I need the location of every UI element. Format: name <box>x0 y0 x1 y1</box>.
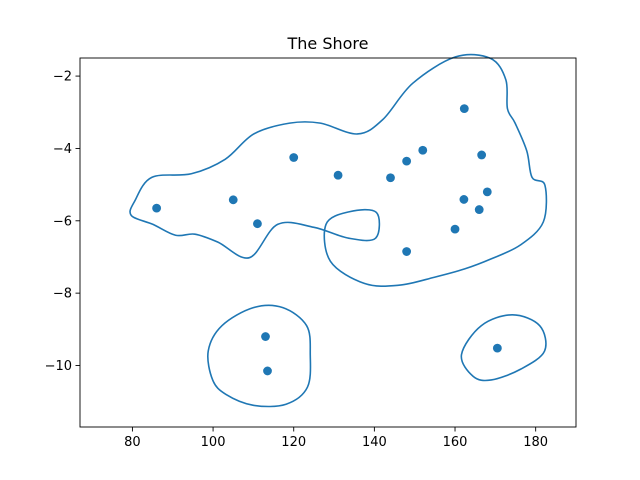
plot-frame <box>79 57 577 428</box>
y-tick-label: −8 <box>53 287 72 302</box>
contour-line-1 <box>129 53 548 287</box>
data-point-16 <box>261 332 270 341</box>
data-point-18 <box>492 343 502 353</box>
x-tick-label: 180 <box>523 435 548 450</box>
y-tick-label: −2 <box>53 70 72 85</box>
y-tick-label: −6 <box>53 214 72 229</box>
x-tick-label: 100 <box>201 435 226 450</box>
y-tick-label: −4 <box>53 142 72 157</box>
data-point-2 <box>228 195 238 205</box>
data-point-5 <box>333 170 343 180</box>
contour-line-3 <box>460 314 547 382</box>
data-point-3 <box>253 219 262 229</box>
data-point-11 <box>482 187 492 197</box>
data-point-14 <box>450 224 460 234</box>
contour-line-2 <box>207 304 312 408</box>
data-point-13 <box>474 205 484 214</box>
data-point-15 <box>402 247 412 256</box>
data-point-10 <box>477 150 487 160</box>
x-tick-label: 140 <box>362 435 387 450</box>
x-tick-label: 80 <box>124 435 141 450</box>
data-point-8 <box>418 145 428 155</box>
contour-layer <box>129 53 548 408</box>
data-point-6 <box>386 173 395 183</box>
chart-title: The Shore <box>287 34 369 53</box>
point-layer <box>152 104 502 376</box>
x-tick-label: 160 <box>443 435 468 450</box>
y-tick-label: −10 <box>45 359 72 374</box>
x-tick-label: 120 <box>281 435 306 450</box>
data-point-9 <box>459 104 469 114</box>
data-point-17 <box>263 366 272 376</box>
data-point-4 <box>289 153 299 162</box>
data-point-1 <box>152 203 162 213</box>
data-point-12 <box>459 195 469 204</box>
data-point-7 <box>402 156 412 166</box>
axis-layer: 80 100 120 140 160 180 −2 −4 −6 −8 −10 <box>45 57 577 450</box>
